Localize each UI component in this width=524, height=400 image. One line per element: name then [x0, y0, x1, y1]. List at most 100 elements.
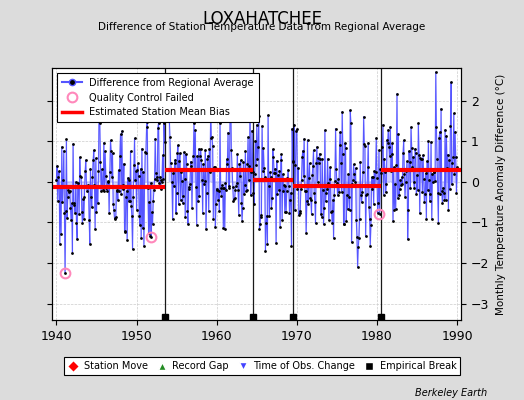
Point — [355, 216, 364, 222]
Point — [398, 181, 407, 187]
Point — [299, 172, 308, 179]
Point — [213, 187, 222, 194]
Point — [421, 170, 430, 177]
Point — [270, 170, 278, 176]
Point — [246, 102, 254, 108]
Point — [130, 135, 139, 142]
Point — [240, 191, 248, 197]
Point — [328, 208, 336, 214]
Point — [310, 190, 319, 196]
Point — [260, 174, 269, 180]
Point — [195, 192, 203, 199]
Point — [315, 160, 323, 166]
Point — [196, 152, 204, 159]
Point — [186, 181, 194, 187]
Point — [124, 175, 132, 181]
Point — [233, 179, 241, 186]
Point — [365, 216, 374, 222]
Point — [362, 233, 370, 240]
Point — [97, 188, 105, 194]
Point — [378, 144, 387, 150]
Point — [196, 146, 205, 153]
Point — [411, 150, 420, 156]
Point — [344, 171, 353, 178]
Point — [168, 216, 177, 223]
Point — [384, 126, 392, 133]
Point — [351, 178, 359, 185]
Point — [60, 210, 69, 216]
Point — [180, 149, 188, 156]
Point — [254, 144, 263, 150]
Point — [83, 188, 91, 194]
Point — [357, 199, 366, 206]
Point — [418, 189, 427, 195]
Point — [438, 200, 446, 206]
Point — [84, 183, 93, 189]
Point — [431, 178, 439, 184]
Point — [445, 186, 454, 192]
Point — [423, 187, 432, 193]
Point — [302, 230, 310, 236]
Point — [261, 248, 270, 254]
Point — [444, 152, 452, 158]
Point — [422, 215, 431, 222]
Point — [364, 163, 372, 170]
Point — [342, 144, 350, 151]
Point — [256, 221, 264, 227]
Point — [113, 188, 122, 194]
Point — [304, 175, 313, 182]
Point — [294, 212, 303, 218]
Point — [330, 235, 338, 241]
Point — [289, 158, 297, 164]
Point — [199, 210, 207, 216]
Point — [165, 114, 173, 120]
Point — [77, 173, 85, 180]
Point — [131, 177, 139, 184]
Point — [430, 169, 438, 176]
Point — [420, 198, 429, 205]
Point — [239, 159, 248, 165]
Point — [133, 166, 141, 173]
Point — [152, 176, 161, 183]
Point — [179, 200, 187, 206]
Point — [333, 180, 341, 187]
Point — [442, 132, 451, 139]
Point — [447, 79, 455, 85]
Point — [178, 178, 186, 184]
Point — [170, 160, 179, 167]
Point — [389, 164, 398, 170]
Point — [235, 212, 243, 218]
Point — [206, 169, 214, 176]
Point — [291, 207, 299, 214]
Point — [330, 191, 339, 198]
Point — [306, 195, 314, 202]
Point — [446, 123, 455, 130]
Point — [177, 197, 185, 204]
Point — [84, 182, 92, 188]
Point — [222, 187, 230, 193]
Point — [105, 210, 113, 216]
Point — [314, 155, 322, 162]
Point — [274, 172, 282, 178]
Point — [228, 184, 237, 191]
Point — [227, 147, 236, 154]
Point — [271, 170, 280, 176]
Point — [304, 201, 312, 208]
Point — [452, 190, 461, 196]
Point — [244, 134, 252, 141]
Point — [121, 228, 129, 234]
Point — [183, 208, 191, 214]
Point — [114, 167, 123, 173]
Point — [346, 107, 354, 114]
Point — [143, 124, 151, 130]
Point — [124, 198, 133, 204]
Point — [214, 197, 222, 203]
Point — [102, 172, 110, 179]
Point — [386, 124, 395, 130]
Point — [336, 129, 344, 136]
Point — [111, 216, 119, 222]
Point — [127, 203, 135, 210]
Point — [52, 177, 61, 183]
Point — [248, 127, 256, 134]
Point — [362, 192, 370, 198]
